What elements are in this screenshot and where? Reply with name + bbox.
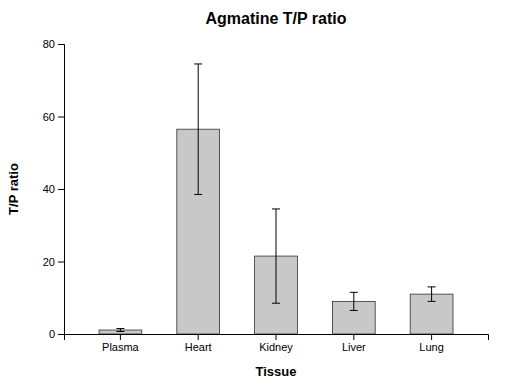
tick-mark [276, 334, 277, 340]
tick-mark [58, 117, 64, 118]
error-bar-cap [350, 292, 358, 293]
tick-label: Heart [185, 341, 212, 353]
tick: 40 [43, 183, 64, 195]
error-bar-cap [194, 63, 202, 64]
x-axis-title: Tissue [256, 364, 297, 379]
error-bar-stem [431, 287, 432, 302]
error-bar-cap [116, 328, 124, 329]
y-axis: 0 20 40 60 80 [43, 38, 65, 340]
error-bar [194, 64, 202, 195]
y-axis-title: T/P ratio [6, 163, 21, 215]
tick-label: 80 [43, 38, 55, 50]
error-bar [272, 209, 280, 303]
tick-label: 60 [43, 111, 55, 123]
tick: Heart [185, 334, 212, 353]
tick-label: Lung [419, 341, 443, 353]
tick-mark [431, 334, 432, 340]
tick: Kidney [259, 334, 293, 353]
tick-mark [58, 262, 64, 263]
error-bar-cap [350, 310, 358, 311]
tick-label: Liver [342, 341, 366, 353]
title: Agmatine T/P ratio [205, 10, 346, 27]
error-bar-cap [116, 331, 124, 332]
error-bar-cap [428, 286, 436, 287]
tick-mark [58, 44, 64, 45]
error-bar-stem [198, 64, 199, 195]
error-bar-stem [353, 292, 354, 310]
tick: 20 [43, 256, 64, 268]
axis-line [65, 335, 489, 341]
tick-label: 40 [43, 183, 55, 195]
tick-label: 20 [43, 256, 55, 268]
error-bar-cap [194, 194, 202, 195]
tick: 80 [43, 38, 64, 50]
tick-mark [198, 334, 199, 340]
tick: Plasma [102, 334, 140, 353]
tick: Lung [419, 334, 443, 353]
error-bar [428, 287, 436, 302]
tick-label: 0 [49, 328, 55, 340]
tick: 0 [49, 328, 64, 340]
error-bar-stem [276, 209, 277, 303]
tick-mark [353, 334, 354, 340]
error-bar-cap [272, 208, 280, 209]
tick: Liver [342, 334, 366, 353]
tick: 60 [43, 111, 64, 123]
error-bar-cap [428, 301, 436, 302]
error-bar [116, 329, 124, 332]
axis-line [58, 45, 65, 335]
tick-mark [58, 189, 64, 190]
plot-area: 0 20 40 60 80 Plasma Heart Kidney Liver Lung [43, 38, 489, 353]
error-bar-cap [272, 303, 280, 304]
error-bar [350, 292, 358, 310]
chart: 0 20 40 60 80 Plasma Heart Kidney Liver Lung Agmat… [0, 0, 508, 390]
marks [99, 64, 453, 334]
tick-mark [58, 334, 64, 335]
x-axis: Plasma Heart Kidney Liver Lung [65, 334, 489, 353]
tick-label: Plasma [102, 341, 140, 353]
tick-mark [120, 334, 121, 340]
tick-label: Kidney [259, 341, 293, 353]
chart-container: 0 20 40 60 80 Plasma Heart Kidney Liver Lung Agmat… [0, 0, 508, 390]
